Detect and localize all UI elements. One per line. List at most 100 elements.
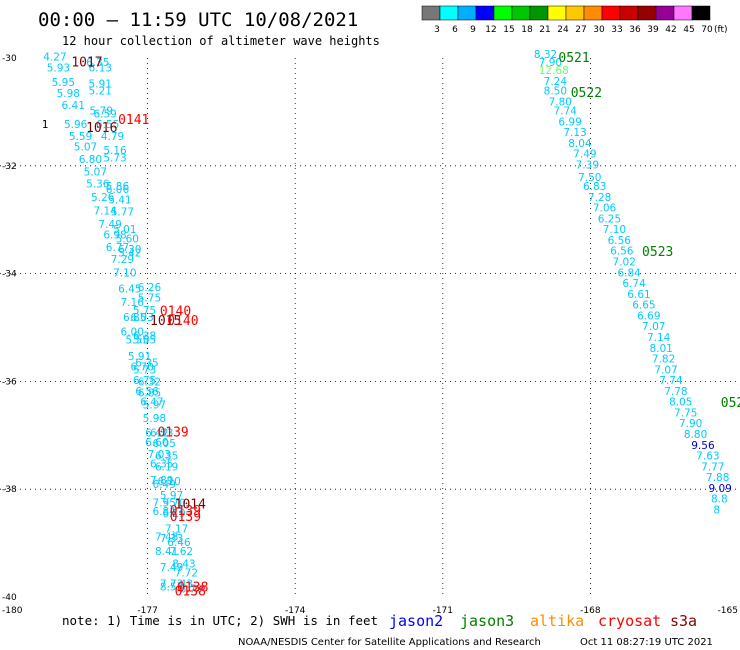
wave-height-value: 7.82 [652, 354, 675, 366]
wave-height-value: 6.59 [93, 108, 116, 120]
pass-time-label: 1014 [175, 497, 206, 512]
wave-height-value: 5.73 [103, 152, 126, 164]
legend-swatch [511, 5, 531, 21]
wave-height-value: 7.80 [549, 96, 572, 108]
wave-height-value: 7.24 [544, 76, 568, 88]
wave-height-value: 5.41 [108, 195, 131, 207]
latitude-tick-label: -32 [2, 162, 17, 172]
wave-height-value: 6.74 [622, 278, 646, 290]
wave-height-value: 7.73 [160, 578, 183, 590]
wave-height-value: 7.88 [706, 472, 729, 484]
pass-time-label: 0139 [170, 510, 201, 525]
wave-height-value: 6.60 [145, 437, 168, 449]
wave-height-value: 6.35 [135, 357, 158, 369]
wave-height-value: 6.38 [133, 330, 156, 342]
wave-height-value: 7.49 [573, 149, 596, 161]
wave-height-value: 5.16 [103, 145, 127, 157]
wave-height-value: 7.02 [613, 257, 636, 269]
wave-height-value: 7.48 [155, 531, 178, 543]
wave-height-value: 5.86 [106, 181, 130, 193]
legend-swatch [637, 5, 657, 21]
wave-height-value: 5.70 [162, 497, 185, 509]
wave-height-value: 6.49 [153, 479, 176, 491]
wave-height-value: 8.04 [568, 138, 592, 150]
wave-height-value: 5.07 [84, 167, 107, 179]
wave-height-value: 5.42 [118, 247, 141, 259]
wave-height-value: 6.65 [632, 300, 655, 312]
map-subtitle: 12 hour collection of altimeter wave hei… [62, 34, 380, 48]
legend-label: 9 [470, 25, 476, 35]
wave-height-value: 7.03 [148, 449, 171, 461]
legend-label: 42 [665, 25, 676, 35]
wave-height-readings: 4.27 6.35 5.93 6.13 5.95 5.91 5.98 5.21 6.41 5.79… [42, 49, 732, 596]
legend-swatch [529, 5, 549, 21]
legend-label: 39 [647, 25, 659, 35]
wave-height-value: 4.79 [101, 131, 124, 143]
legend-swatch [457, 5, 477, 21]
pass-time-label: 0140 [167, 314, 198, 329]
wave-height-value: 5.73 [133, 364, 156, 376]
legend-label: 15 [503, 25, 514, 35]
legend-swatch [601, 5, 621, 21]
satellite-name-altika: altika [530, 612, 584, 630]
wave-height-value: 8.32 [534, 49, 557, 61]
wave-height-value: 6.69 [637, 310, 660, 322]
wave-height-value: 6.10 [157, 476, 180, 488]
wave-height-value: 5.21 [89, 86, 112, 98]
legend-unit: (ft) [714, 25, 728, 35]
wave-height-value: 7.43 [170, 578, 193, 590]
pass-time-label: 1016 [86, 121, 117, 136]
legend-swatch [655, 5, 675, 21]
legend-label: 70 [701, 25, 713, 35]
wave-height-value: 6.56 [608, 235, 632, 247]
wave-height-value: 7.14 [647, 332, 671, 344]
wave-height-value: 5.98 [57, 88, 80, 100]
legend-label: 33 [611, 25, 622, 35]
wave-height-value: 6.79 [180, 584, 203, 596]
longitude-tick-label: -174 [285, 606, 306, 616]
wave-height-value: 5.59 [69, 131, 92, 143]
legend-swatch [583, 5, 603, 21]
wave-height-value: 6.32 [138, 377, 161, 389]
wave-height-value: 9.56 [691, 440, 715, 452]
wave-height-value: 7.13 [563, 127, 586, 139]
wave-height-value: 5.75 [138, 293, 161, 305]
wave-height-value: 7.39 [576, 159, 599, 171]
wave-height-value: 8.55 [160, 582, 183, 594]
wave-height-value: 6.61 [627, 289, 650, 301]
wave-height-value: 7.07 [654, 364, 677, 376]
longitude-tick-label: -165 [718, 606, 738, 616]
wave-height-value: 8.43 [172, 558, 195, 570]
wave-height-value: 7.75 [674, 407, 697, 419]
legend-swatch [691, 5, 711, 21]
wave-height-value: 1 [42, 119, 49, 131]
latitude-tick-label: -40 [2, 593, 17, 603]
wave-height-value: 4.27 [43, 52, 66, 64]
map-axes: -180 -177 -174 -171 -168 -165 -30 -32 -34 -36 -38 -… [0, 54, 738, 616]
wave-height-value: 7.62 [170, 546, 193, 558]
wave-height-value: 7.16 [121, 297, 145, 309]
wave-height-value: 5.79 [90, 106, 113, 118]
legend-swatch [421, 5, 441, 21]
wave-height-value: 5.91 [89, 79, 112, 91]
wave-height-value: 12.68 [539, 65, 569, 77]
wave-height-value: 7.74 [659, 375, 683, 387]
legend-label: 27 [575, 25, 586, 35]
wave-height-value: 7.90 [539, 57, 562, 69]
wave-height-value: 8.8 [711, 494, 728, 506]
wave-height-value: 6.26 [138, 282, 162, 294]
wave-height-value: 7.49 [160, 562, 183, 574]
wave-height-value: 5.97 [143, 399, 166, 411]
wave-height-value: 6.47 [140, 397, 163, 409]
wave-height-value: 7.74 [554, 106, 578, 118]
wave-height-value: 6.35 [150, 459, 173, 471]
longitude-tick-label: -171 [433, 606, 453, 616]
wave-height-value: 7.29 [111, 254, 134, 266]
wave-height-value: 6.80 [79, 154, 102, 166]
wave-height-value: 5.97 [160, 490, 183, 502]
legend-label: 21 [539, 25, 550, 35]
wave-height-value: 5.75 [133, 305, 156, 317]
satellite-name-jason3: jason3 [460, 612, 514, 630]
wave-height-value: 6.03 [130, 312, 153, 324]
